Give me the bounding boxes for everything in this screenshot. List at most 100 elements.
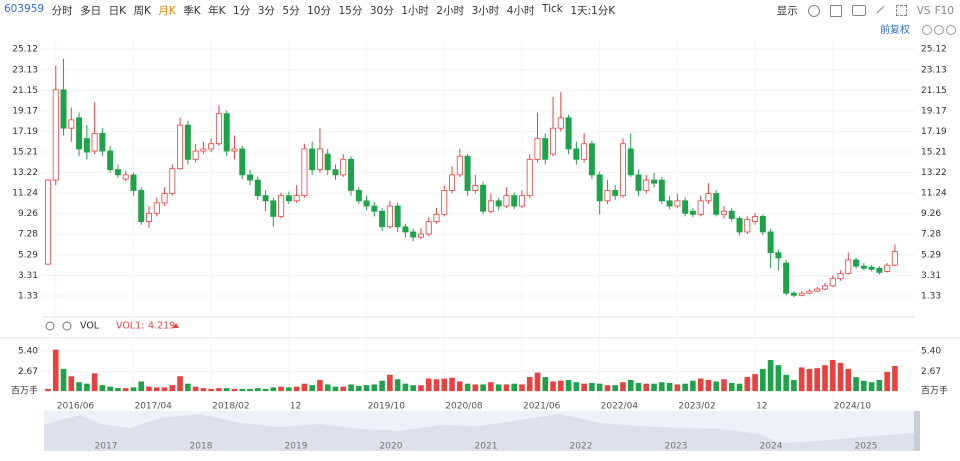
volume-bar — [324, 384, 331, 392]
volume-bar — [760, 368, 766, 392]
volume-bar — [829, 360, 836, 392]
candle-body — [184, 124, 191, 160]
volume-bar — [884, 371, 890, 392]
vs-button[interactable]: VS — [916, 4, 931, 17]
candle-body — [891, 251, 898, 266]
navigator-handle[interactable] — [914, 411, 920, 451]
tab[interactable]: 2小时 — [436, 5, 465, 17]
volume-bar — [387, 374, 393, 392]
icon[interactable] — [946, 25, 956, 35]
y-tick-label-right: 17.19 — [921, 127, 947, 137]
tab[interactable]: 季K — [183, 5, 201, 17]
tab[interactable]: 日K — [108, 5, 126, 17]
volume-bar — [254, 388, 261, 392]
tab[interactable]: 1小时 — [401, 5, 429, 17]
volume-bar — [573, 382, 580, 392]
x-tick-label: 2022/04 — [601, 402, 639, 412]
volume-bar — [286, 387, 292, 392]
candle-body — [130, 174, 137, 191]
stock-code: 603959 — [4, 3, 45, 15]
candle-body — [495, 200, 502, 207]
candle-body — [254, 179, 261, 197]
tab[interactable]: 年K — [208, 5, 226, 17]
candle-body — [402, 226, 409, 233]
tab[interactable]: 1天:1分K — [570, 5, 616, 17]
volume-bar — [503, 384, 510, 392]
adjust-button[interactable]: 前复权 — [880, 23, 910, 36]
tab[interactable]: 3分 — [257, 5, 275, 17]
settings-icon[interactable] — [45, 321, 55, 331]
candle-body — [581, 143, 588, 160]
tab[interactable]: 3小时 — [471, 5, 500, 17]
x-tick-label: 2020/08 — [445, 402, 483, 412]
tab[interactable]: Tick — [541, 3, 563, 15]
icon[interactable] — [895, 5, 907, 16]
volume-bar — [495, 384, 502, 392]
volume-bar — [697, 378, 704, 392]
candle-body — [153, 202, 160, 214]
volume-bar — [52, 349, 59, 392]
volume-bar — [682, 383, 688, 392]
tab[interactable]: 1分 — [233, 5, 251, 17]
candle-body — [301, 148, 308, 197]
volume-bar — [332, 386, 339, 392]
tab[interactable]: 分时 — [51, 5, 73, 17]
y-tick-label-right: 7.28 — [921, 230, 941, 240]
volume-bar — [356, 385, 362, 392]
candle-body — [239, 148, 246, 176]
close-icon[interactable] — [62, 321, 72, 331]
volume-bar — [775, 365, 782, 392]
y-tick-label-right: 3.31 — [921, 271, 941, 281]
candle-body — [619, 143, 626, 197]
tab[interactable]: 5分 — [282, 5, 300, 17]
icon[interactable] — [807, 4, 820, 17]
volume-bar — [402, 383, 409, 392]
candle-body — [472, 184, 479, 191]
candle-body — [860, 265, 867, 269]
navigator-label: 2023 — [665, 442, 688, 452]
volume-bar — [161, 387, 168, 392]
candle-body — [146, 212, 153, 222]
candle-body — [705, 193, 712, 202]
candle-body — [169, 168, 176, 194]
candle-body — [340, 158, 347, 176]
candle-body — [480, 184, 487, 212]
volume-bar — [861, 380, 867, 392]
candle-body — [635, 174, 642, 191]
tab[interactable]: 周K — [133, 5, 151, 17]
candle-body — [433, 213, 440, 222]
volume-bar — [293, 386, 300, 392]
icon[interactable] — [851, 5, 866, 16]
volume-bar — [309, 385, 315, 392]
volume-bar — [876, 379, 883, 392]
candle-body — [107, 150, 114, 171]
volume-bar — [728, 382, 735, 392]
display-menu[interactable]: 显示 — [776, 5, 798, 17]
tab[interactable]: 多日 — [80, 5, 102, 17]
icon[interactable] — [922, 25, 932, 35]
volume-bar — [526, 377, 533, 392]
volume-bar — [519, 384, 525, 392]
tab[interactable]: 月K — [158, 5, 176, 17]
f10-button[interactable]: F10 — [934, 4, 954, 17]
tab[interactable]: 4小时 — [506, 5, 535, 17]
volume-bar — [822, 365, 828, 392]
candle-body — [138, 190, 145, 222]
tab[interactable]: 15分 — [338, 5, 363, 17]
volume-bar — [208, 388, 214, 392]
icon[interactable] — [934, 25, 944, 35]
candle-body — [736, 218, 743, 233]
icon[interactable] — [829, 4, 842, 17]
candle-body — [658, 179, 665, 202]
candle-body — [829, 278, 836, 287]
y-tick-label-right: 15.21 — [921, 147, 947, 157]
volume-bar — [146, 386, 152, 392]
tab[interactable]: 30分 — [369, 5, 394, 17]
volume-bar — [247, 388, 253, 392]
volume-bar — [837, 362, 844, 392]
indicator-name[interactable]: VOL — [80, 321, 100, 332]
tab[interactable]: 10分 — [307, 5, 331, 17]
indicator-value: 4.219 — [148, 321, 175, 332]
navigator-label: 2022 — [570, 442, 593, 452]
